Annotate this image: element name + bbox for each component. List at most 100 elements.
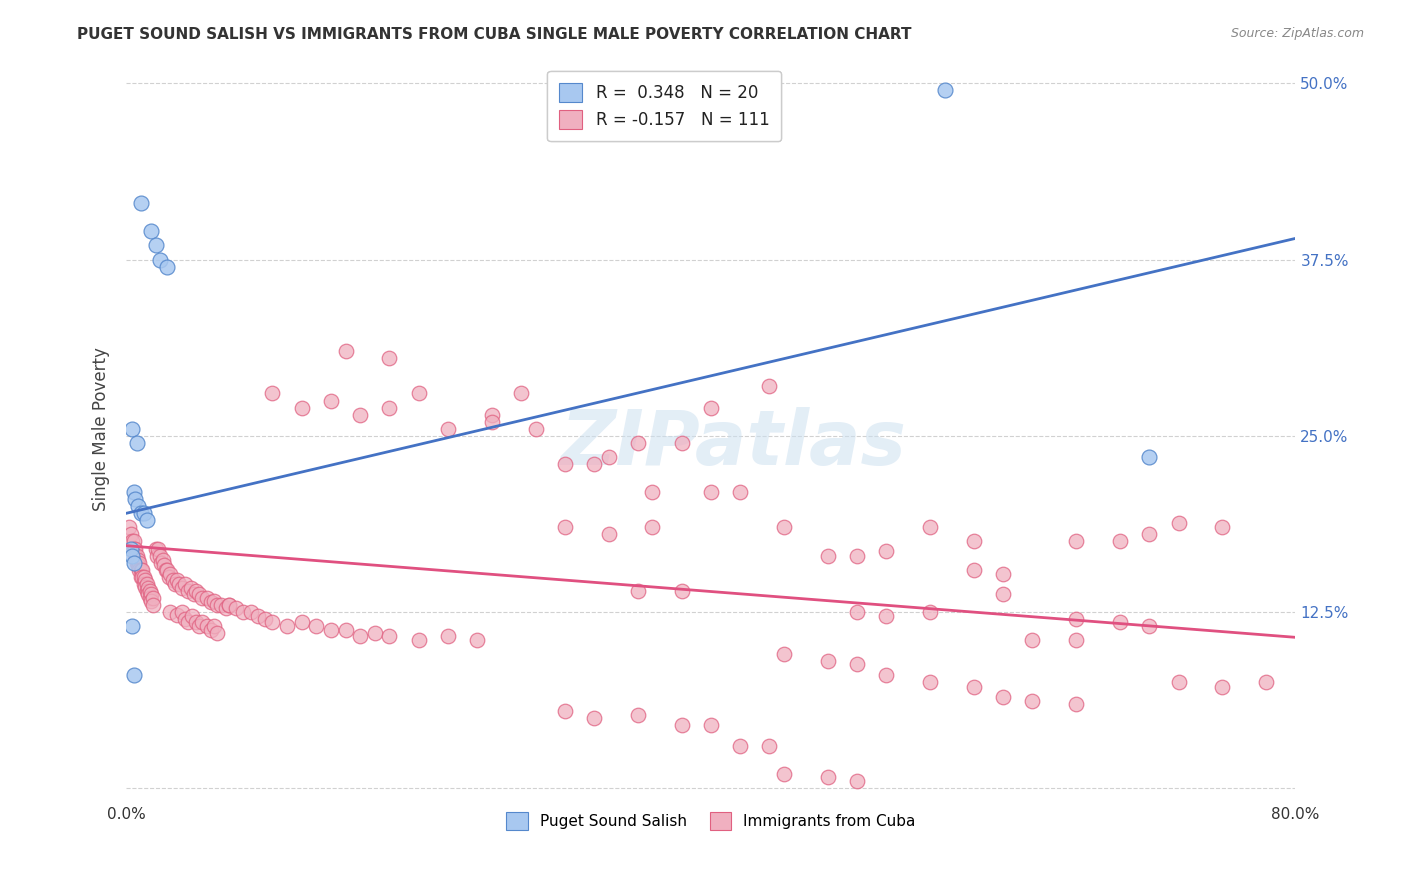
Point xyxy=(181,609,204,624)
Point xyxy=(205,626,228,640)
Point xyxy=(167,576,190,591)
Point xyxy=(138,583,160,598)
Point xyxy=(176,615,198,629)
Point xyxy=(142,591,165,605)
Point xyxy=(276,619,298,633)
Point xyxy=(188,587,211,601)
Point xyxy=(166,607,188,622)
Point xyxy=(195,591,218,605)
Point xyxy=(1256,675,1278,690)
Point xyxy=(817,770,839,784)
Point xyxy=(291,401,314,415)
Point xyxy=(131,563,153,577)
Point xyxy=(817,549,839,563)
Point xyxy=(728,739,751,753)
Point xyxy=(186,583,208,598)
Point xyxy=(291,615,314,629)
Point xyxy=(671,435,693,450)
Point xyxy=(127,558,149,573)
Point xyxy=(1064,534,1087,549)
Text: PUGET SOUND SALISH VS IMMIGRANTS FROM CUBA SINGLE MALE POVERTY CORRELATION CHART: PUGET SOUND SALISH VS IMMIGRANTS FROM CU… xyxy=(77,27,912,42)
Point xyxy=(225,600,247,615)
Point xyxy=(239,605,262,619)
Point xyxy=(135,513,157,527)
Point xyxy=(700,717,723,731)
Point xyxy=(554,520,576,534)
Point xyxy=(145,541,167,556)
Point xyxy=(183,587,205,601)
Point xyxy=(131,570,153,584)
Point xyxy=(152,553,174,567)
Point xyxy=(176,583,198,598)
Text: Source: ZipAtlas.com: Source: ZipAtlas.com xyxy=(1230,27,1364,40)
Point xyxy=(641,485,664,500)
Point xyxy=(125,549,148,563)
Point xyxy=(437,422,460,436)
Point xyxy=(920,675,942,690)
Point xyxy=(170,605,193,619)
Point xyxy=(136,581,159,595)
Point xyxy=(159,605,181,619)
Point xyxy=(875,668,897,682)
Point xyxy=(135,583,157,598)
Point xyxy=(205,598,228,612)
Point xyxy=(170,581,193,595)
Point xyxy=(319,393,342,408)
Point xyxy=(122,668,145,682)
Point xyxy=(1167,516,1189,530)
Point xyxy=(149,549,172,563)
Point xyxy=(465,633,488,648)
Point xyxy=(875,544,897,558)
Point xyxy=(582,711,605,725)
Point xyxy=(141,593,163,607)
Point xyxy=(142,598,165,612)
Point xyxy=(408,633,430,648)
Point xyxy=(846,657,869,672)
Point xyxy=(129,563,152,577)
Point xyxy=(524,422,547,436)
Point xyxy=(150,556,173,570)
Point xyxy=(180,581,202,595)
Point xyxy=(378,629,401,643)
Point xyxy=(122,534,145,549)
Point xyxy=(202,593,225,607)
Point xyxy=(202,619,225,633)
Point xyxy=(305,619,328,633)
Point xyxy=(121,549,143,563)
Point xyxy=(162,573,184,587)
Point xyxy=(378,351,401,366)
Point xyxy=(598,450,620,464)
Point xyxy=(129,570,152,584)
Point xyxy=(215,600,238,615)
Point xyxy=(200,595,222,609)
Point xyxy=(209,598,232,612)
Point xyxy=(1064,633,1087,648)
Point xyxy=(121,422,143,436)
Point xyxy=(1211,520,1233,534)
Point xyxy=(627,707,650,722)
Point xyxy=(408,386,430,401)
Point xyxy=(641,520,664,534)
Point xyxy=(773,647,796,661)
Point xyxy=(138,591,160,605)
Point xyxy=(728,485,751,500)
Point xyxy=(1064,612,1087,626)
Point xyxy=(991,566,1014,581)
Point xyxy=(200,624,222,638)
Point xyxy=(1109,615,1132,629)
Point xyxy=(135,576,157,591)
Point xyxy=(773,767,796,781)
Point xyxy=(129,196,152,211)
Point xyxy=(509,386,531,401)
Point xyxy=(134,580,156,594)
Point xyxy=(846,605,869,619)
Point xyxy=(846,549,869,563)
Legend: Puget Sound Salish, Immigrants from Cuba: Puget Sound Salish, Immigrants from Cuba xyxy=(501,805,922,836)
Point xyxy=(627,435,650,450)
Point xyxy=(153,558,176,573)
Point xyxy=(1137,619,1160,633)
Point xyxy=(554,704,576,718)
Point xyxy=(846,774,869,789)
Point xyxy=(963,680,986,694)
Point xyxy=(121,619,143,633)
